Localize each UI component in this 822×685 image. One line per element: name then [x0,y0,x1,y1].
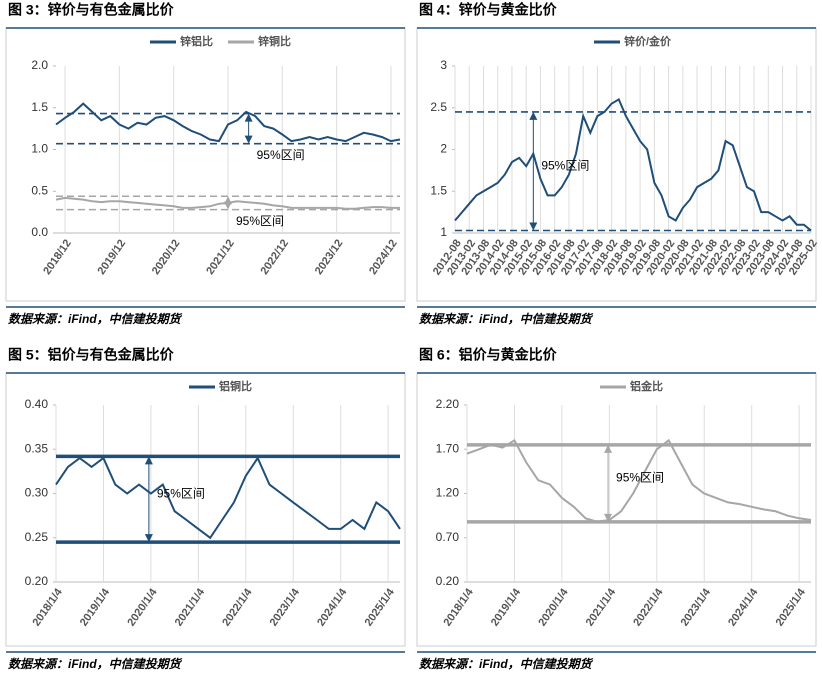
band-label: 95%区间 [541,158,589,172]
y-tick-label: 0.70 [436,530,460,544]
x-tick-label: 2019/1/4 [78,586,113,629]
x-tick-label: 2019/12 [96,238,129,277]
x-tick-label: 2024/1/4 [726,586,761,629]
y-tick-label: 1.5 [430,183,447,197]
arrow-head [604,444,613,453]
y-tick-label: 2 [440,142,447,156]
panel [5,372,406,647]
y-tick-label: 0.40 [25,397,49,411]
chart-title: 图 3：锌价与有色金属比价 [8,2,175,18]
x-tick-label: 2023/1/4 [268,586,303,629]
arrow-head [244,113,253,122]
arrow-head [224,201,232,210]
series-line [466,438,812,523]
x-tick-label: 2023/12 [313,238,346,277]
x-tick-label: 2024/1/4 [315,586,350,629]
x-tick-label: 2018/12 [41,238,74,277]
arrow-head [529,222,538,231]
chart-title: 图 6：铝价与黄金比价 [419,347,558,363]
y-tick-label: 0.20 [25,574,49,588]
legend-label: 锌价/金价 [624,34,672,48]
x-tick-label: 2022/12 [259,238,292,277]
x-tick-label: 2025/1/4 [774,586,809,629]
y-tick-label: 1.70 [436,441,460,455]
source-note: 数据来源：iFind，中信建投期货 [8,312,183,326]
source-note: 数据来源：iFind，中信建投期货 [8,657,183,671]
series-line [454,97,812,232]
arrow-head [144,534,153,543]
x-tick-label: 2018/1/4 [30,586,65,629]
panel [5,27,406,302]
x-tick-label: 2020/12 [150,238,183,277]
x-tick-label: 2025/1/4 [363,586,398,629]
y-tick-label: 1.0 [31,142,48,156]
x-tick-label: 2021/1/4 [173,586,208,629]
y-tick-label: 3 [440,58,447,72]
arrow-head [144,456,153,465]
band-label: 95%区间 [157,486,205,500]
y-tick-label: 0.5 [31,183,48,197]
panel [416,372,817,647]
x-tick-label: 2024/12 [367,238,400,277]
x-tick-label: 2021/12 [204,238,237,277]
band-label: 95%区间 [616,470,664,484]
band-label: 95%区间 [257,148,305,162]
legend-label: 锌铝比 [180,34,213,48]
y-tick-label: 0.25 [25,530,49,544]
source-note: 数据来源：iFind，中信建投期货 [419,312,594,326]
legend-label: 铝铜比 [219,379,252,393]
x-tick-label: 2018/1/4 [441,586,476,629]
arrow-head [604,513,613,522]
x-tick-label: 2023/1/4 [679,586,714,629]
y-tick-label: 1.20 [436,486,460,500]
x-tick-label: 2020/1/4 [536,586,571,629]
y-tick-label: 2.0 [31,58,48,72]
y-tick-label: 0.20 [436,574,460,588]
x-tick-label: 2020/1/4 [125,586,160,629]
y-tick-label: 0.35 [25,441,49,455]
arrow-head [529,111,538,120]
band-label: 95%区间 [236,214,284,228]
y-tick-label: 0.30 [25,486,49,500]
x-tick-label: 2022/1/4 [220,586,255,629]
y-tick-label: 2.20 [436,397,460,411]
y-tick-label: 0.0 [31,225,48,239]
series-line [55,456,401,540]
y-tick-label: 1 [440,225,447,239]
series-line [55,102,401,143]
x-tick-label: 2021/1/4 [584,586,619,629]
chart-title: 图 4：锌价与黄金比价 [419,2,558,18]
x-tick-label: 2022/1/4 [631,586,666,629]
y-tick-label: 1.5 [31,100,48,114]
legend-label: 锌铜比 [258,34,291,48]
source-note: 数据来源：iFind，中信建投期货 [419,657,594,671]
x-tick-label: 2019/1/4 [489,586,524,629]
y-tick-label: 2.5 [430,100,447,114]
chart-title: 图 5：铝价与有色金属比价 [8,347,175,363]
arrow-head [244,135,253,144]
legend-label: 铝金比 [630,379,663,393]
